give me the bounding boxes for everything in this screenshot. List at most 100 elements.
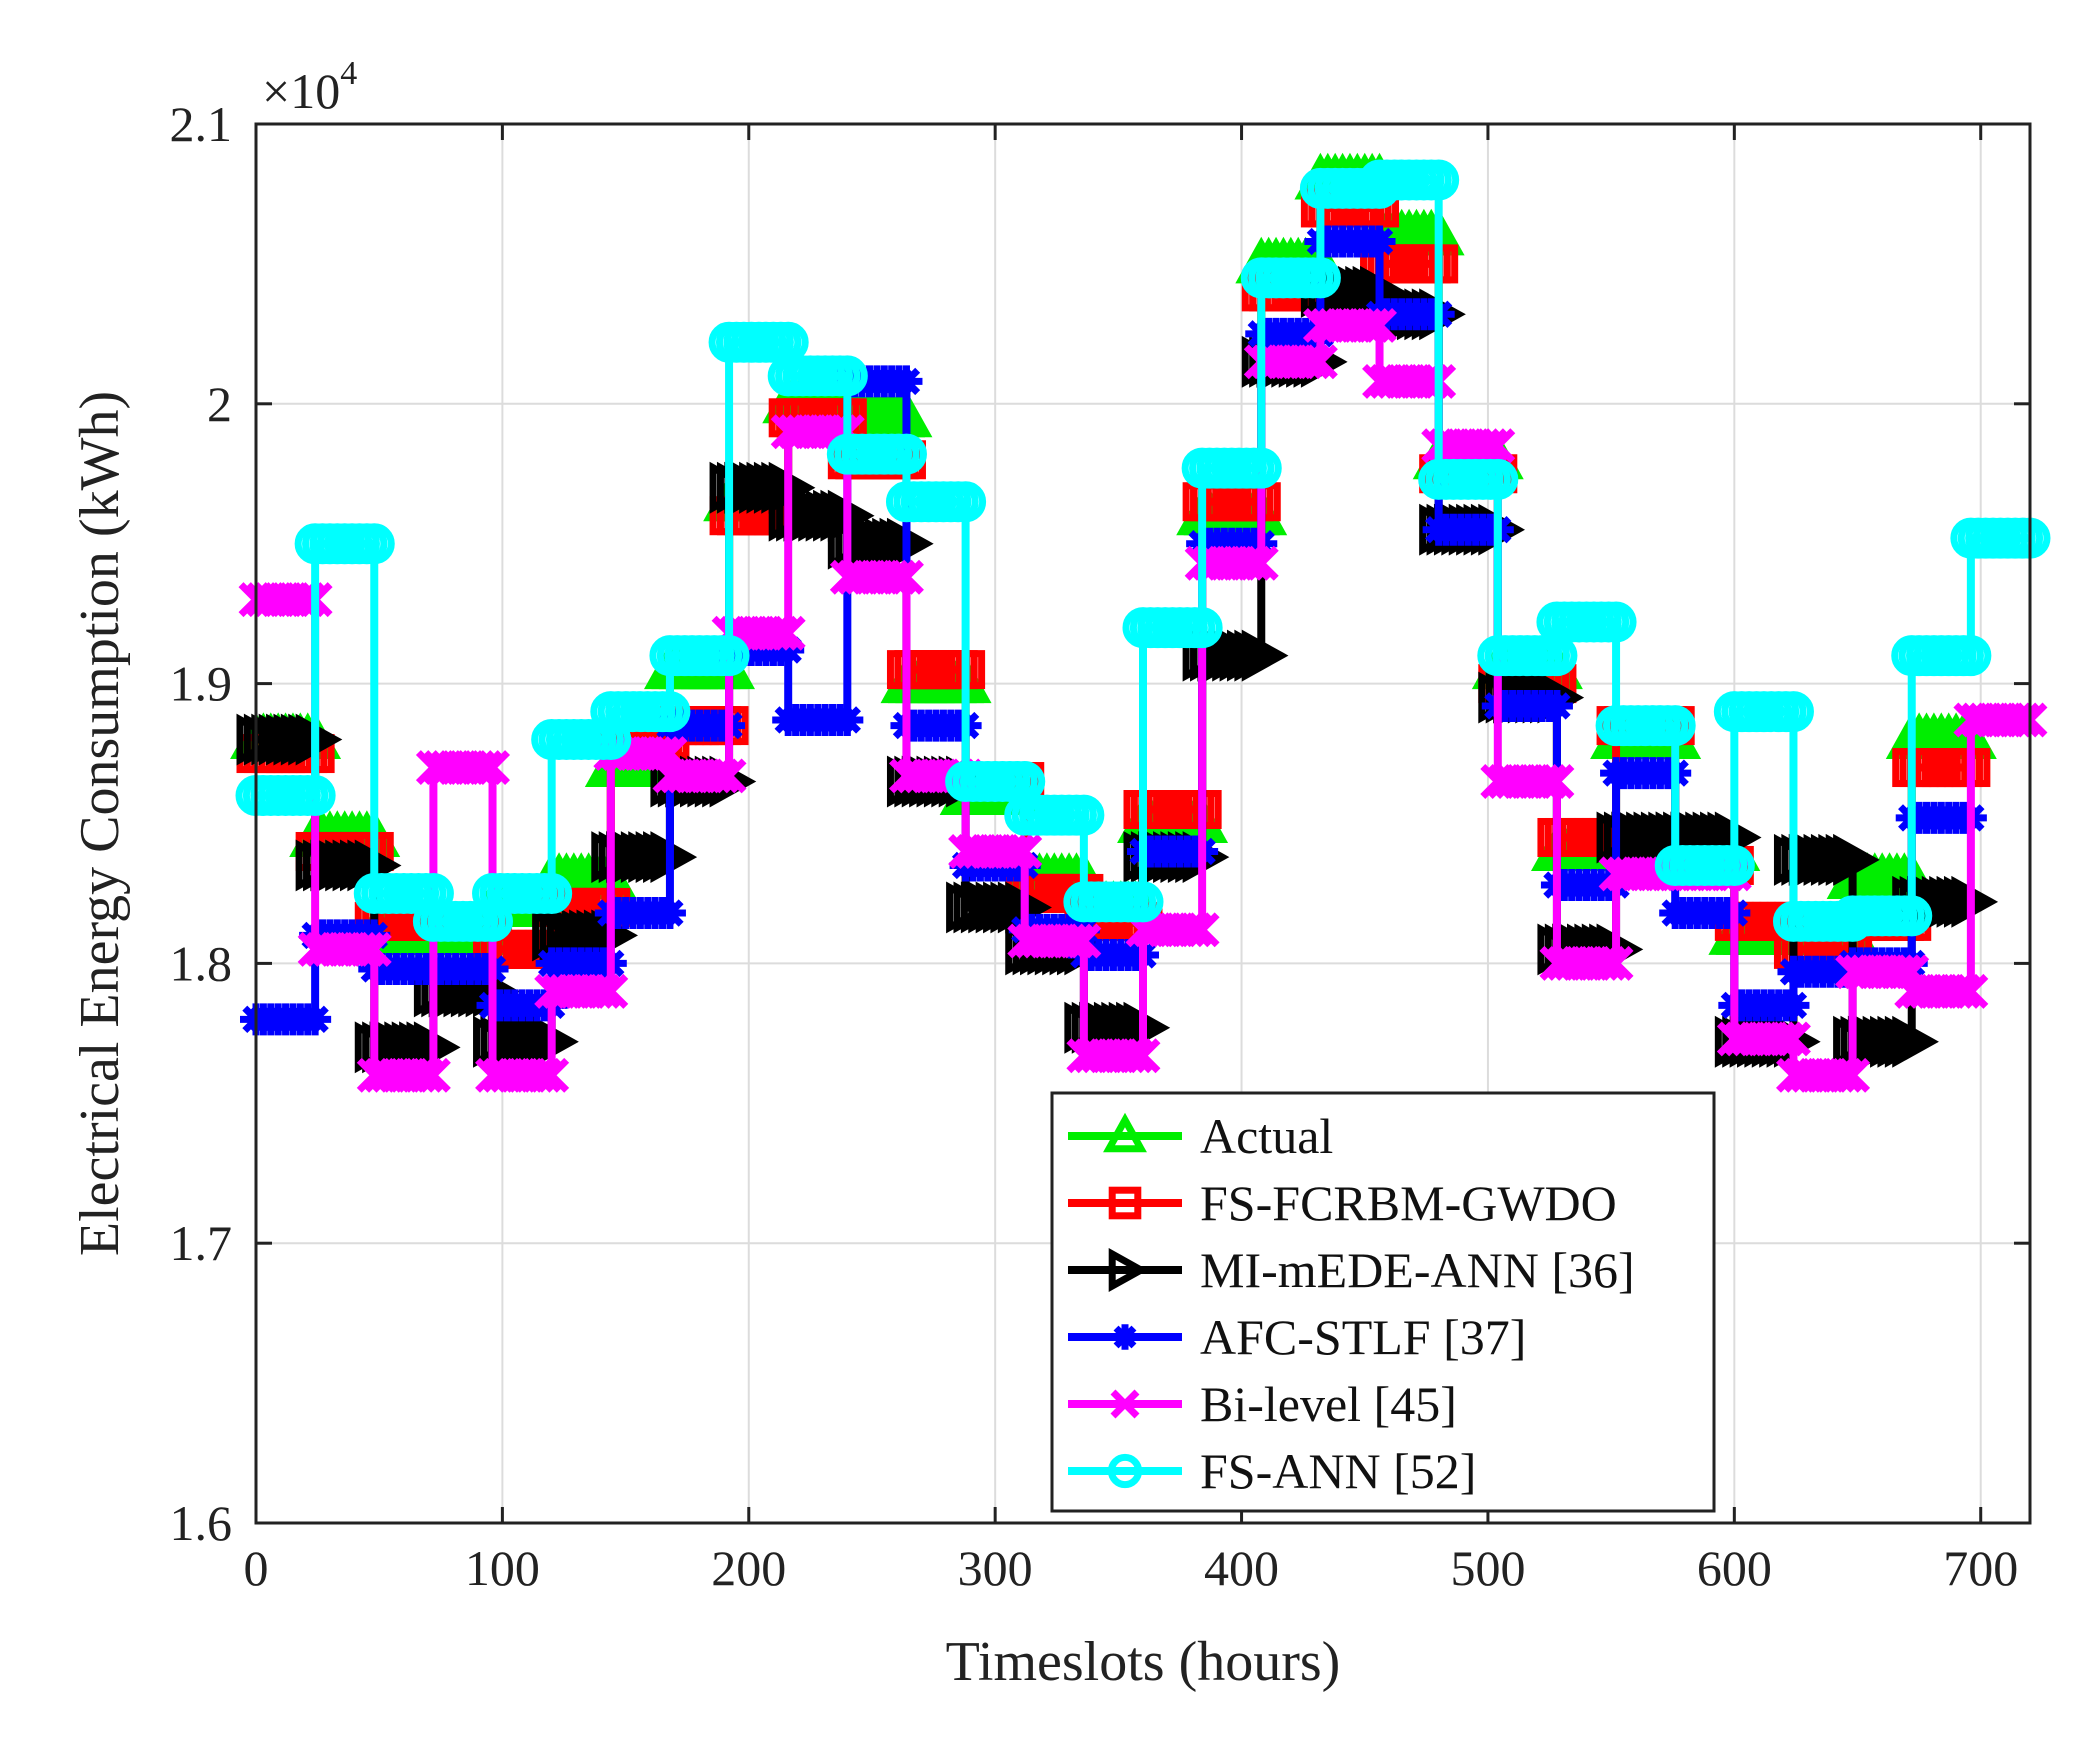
series-marker bbox=[356, 931, 392, 967]
series-marker bbox=[342, 931, 377, 967]
series-marker bbox=[294, 775, 336, 817]
legend-entry: AFC-STLF [37] bbox=[1068, 1309, 1526, 1365]
series-marker bbox=[585, 973, 621, 1009]
series-marker bbox=[1943, 875, 1991, 928]
series-marker bbox=[1362, 307, 1398, 343]
series-marker bbox=[708, 635, 750, 677]
series-marker bbox=[1184, 912, 1220, 948]
series-marker bbox=[1539, 764, 1575, 800]
series-marker bbox=[881, 559, 917, 595]
x-tick-label: 700 bbox=[1943, 1540, 2018, 1596]
y-tick-label: 1.8 bbox=[170, 935, 233, 991]
legend-label: Actual bbox=[1200, 1108, 1333, 1164]
series-marker bbox=[1768, 1021, 1804, 1057]
y-tick-label: 1.9 bbox=[170, 656, 233, 712]
series-marker bbox=[1177, 912, 1213, 948]
legend-box bbox=[1050, 1091, 1716, 1513]
legend-entry: Actual bbox=[1068, 1108, 1333, 1164]
series-marker bbox=[1532, 764, 1568, 800]
series-marker bbox=[1591, 945, 1627, 981]
series-marker bbox=[2005, 702, 2041, 738]
series-marker bbox=[1243, 545, 1279, 581]
series-marker bbox=[1477, 458, 1519, 500]
series-marker bbox=[1891, 895, 1933, 937]
series-marker bbox=[353, 523, 395, 565]
legend-swatch-marker bbox=[1110, 1389, 1140, 1419]
series-marker bbox=[1110, 1038, 1146, 1074]
x-tick-label: 500 bbox=[1450, 1540, 1525, 1596]
legend-entry: Bi-level [45] bbox=[1068, 1376, 1457, 1432]
legend: Actual FS-FCRBM-GWDO MI-mEDE-ANN [36] AFC-S… bbox=[1050, 1091, 1716, 1513]
series-marker bbox=[1884, 1015, 1932, 1068]
series-marker bbox=[1125, 1038, 1161, 1074]
x-tick-label: 400 bbox=[1204, 1540, 1279, 1596]
series-marker bbox=[1654, 705, 1696, 747]
legend-swatch-marker bbox=[1107, 1453, 1143, 1489]
x-tick-label: 200 bbox=[711, 1540, 786, 1596]
series-marker bbox=[1472, 428, 1508, 464]
series-marker bbox=[711, 758, 747, 794]
series-marker bbox=[288, 713, 335, 766]
series-marker bbox=[524, 1015, 572, 1068]
series-marker bbox=[1820, 1057, 1856, 1093]
y-tick-label: 2.1 bbox=[170, 96, 233, 152]
y-tick-label: 1.7 bbox=[170, 1215, 233, 1271]
series-marker bbox=[1363, 225, 1396, 258]
series-marker bbox=[1892, 1015, 1939, 1068]
legend-swatch-marker bbox=[1103, 1112, 1147, 1153]
series-line bbox=[256, 175, 2030, 926]
series-marker bbox=[643, 831, 690, 884]
series-marker bbox=[475, 750, 511, 786]
x-tick-label: 600 bbox=[1697, 1540, 1772, 1596]
legend-label: FS-ANN [52] bbox=[1200, 1443, 1476, 1499]
series-marker bbox=[1465, 428, 1501, 464]
series-marker bbox=[578, 973, 614, 1009]
series-marker bbox=[1713, 844, 1755, 886]
series-marker bbox=[526, 1057, 562, 1093]
series-marker bbox=[1229, 545, 1264, 581]
series-marker bbox=[1063, 794, 1105, 836]
series-marker bbox=[1827, 1057, 1863, 1093]
exponent-power: 4 bbox=[340, 55, 357, 92]
series-marker bbox=[874, 559, 910, 595]
series-marker bbox=[1953, 973, 1989, 1009]
series-marker bbox=[831, 703, 864, 736]
series-marker bbox=[1835, 1057, 1871, 1093]
series-marker bbox=[772, 634, 805, 667]
series-marker bbox=[467, 750, 503, 786]
series-marker bbox=[1938, 973, 1974, 1009]
series-marker bbox=[1122, 881, 1164, 923]
series-marker bbox=[653, 897, 686, 930]
series-marker bbox=[1540, 689, 1573, 722]
plot-frame bbox=[254, 122, 2032, 1525]
legend-label: AFC-STLF [37] bbox=[1200, 1309, 1526, 1365]
series-marker bbox=[890, 365, 923, 398]
x-tick-label: 0 bbox=[244, 1540, 269, 1596]
series-marker bbox=[1234, 629, 1282, 682]
series-marker bbox=[696, 758, 732, 794]
series-marker bbox=[534, 1057, 570, 1093]
series-marker bbox=[401, 1057, 437, 1093]
series-marker bbox=[1288, 344, 1324, 380]
legend-swatch-marker bbox=[1108, 1248, 1149, 1292]
legend-entry: MI-mEDE-ANN [36] bbox=[1068, 1242, 1635, 1298]
legend-label: FS-FCRBM-GWDO bbox=[1200, 1175, 1617, 1231]
y-tick-label: 2 bbox=[207, 376, 232, 432]
series-marker bbox=[885, 433, 927, 475]
legend-label: Bi-level [45] bbox=[1200, 1376, 1457, 1432]
series-marker bbox=[1295, 344, 1331, 380]
series-marker bbox=[1181, 607, 1223, 649]
series-marker bbox=[1524, 764, 1560, 800]
series-marker bbox=[999, 834, 1035, 869]
series-marker bbox=[1480, 428, 1516, 464]
series-marker bbox=[1945, 973, 1981, 1009]
series-marker bbox=[1116, 1001, 1163, 1054]
legend-entry: FS-FCRBM-GWDO bbox=[1068, 1175, 1617, 1231]
series-marker bbox=[888, 559, 924, 595]
series-marker bbox=[1418, 159, 1460, 201]
legend-swatch-marker bbox=[1108, 1186, 1142, 1220]
series-marker bbox=[1118, 1038, 1154, 1074]
series-marker bbox=[1772, 691, 1814, 733]
series-marker bbox=[1236, 545, 1272, 581]
